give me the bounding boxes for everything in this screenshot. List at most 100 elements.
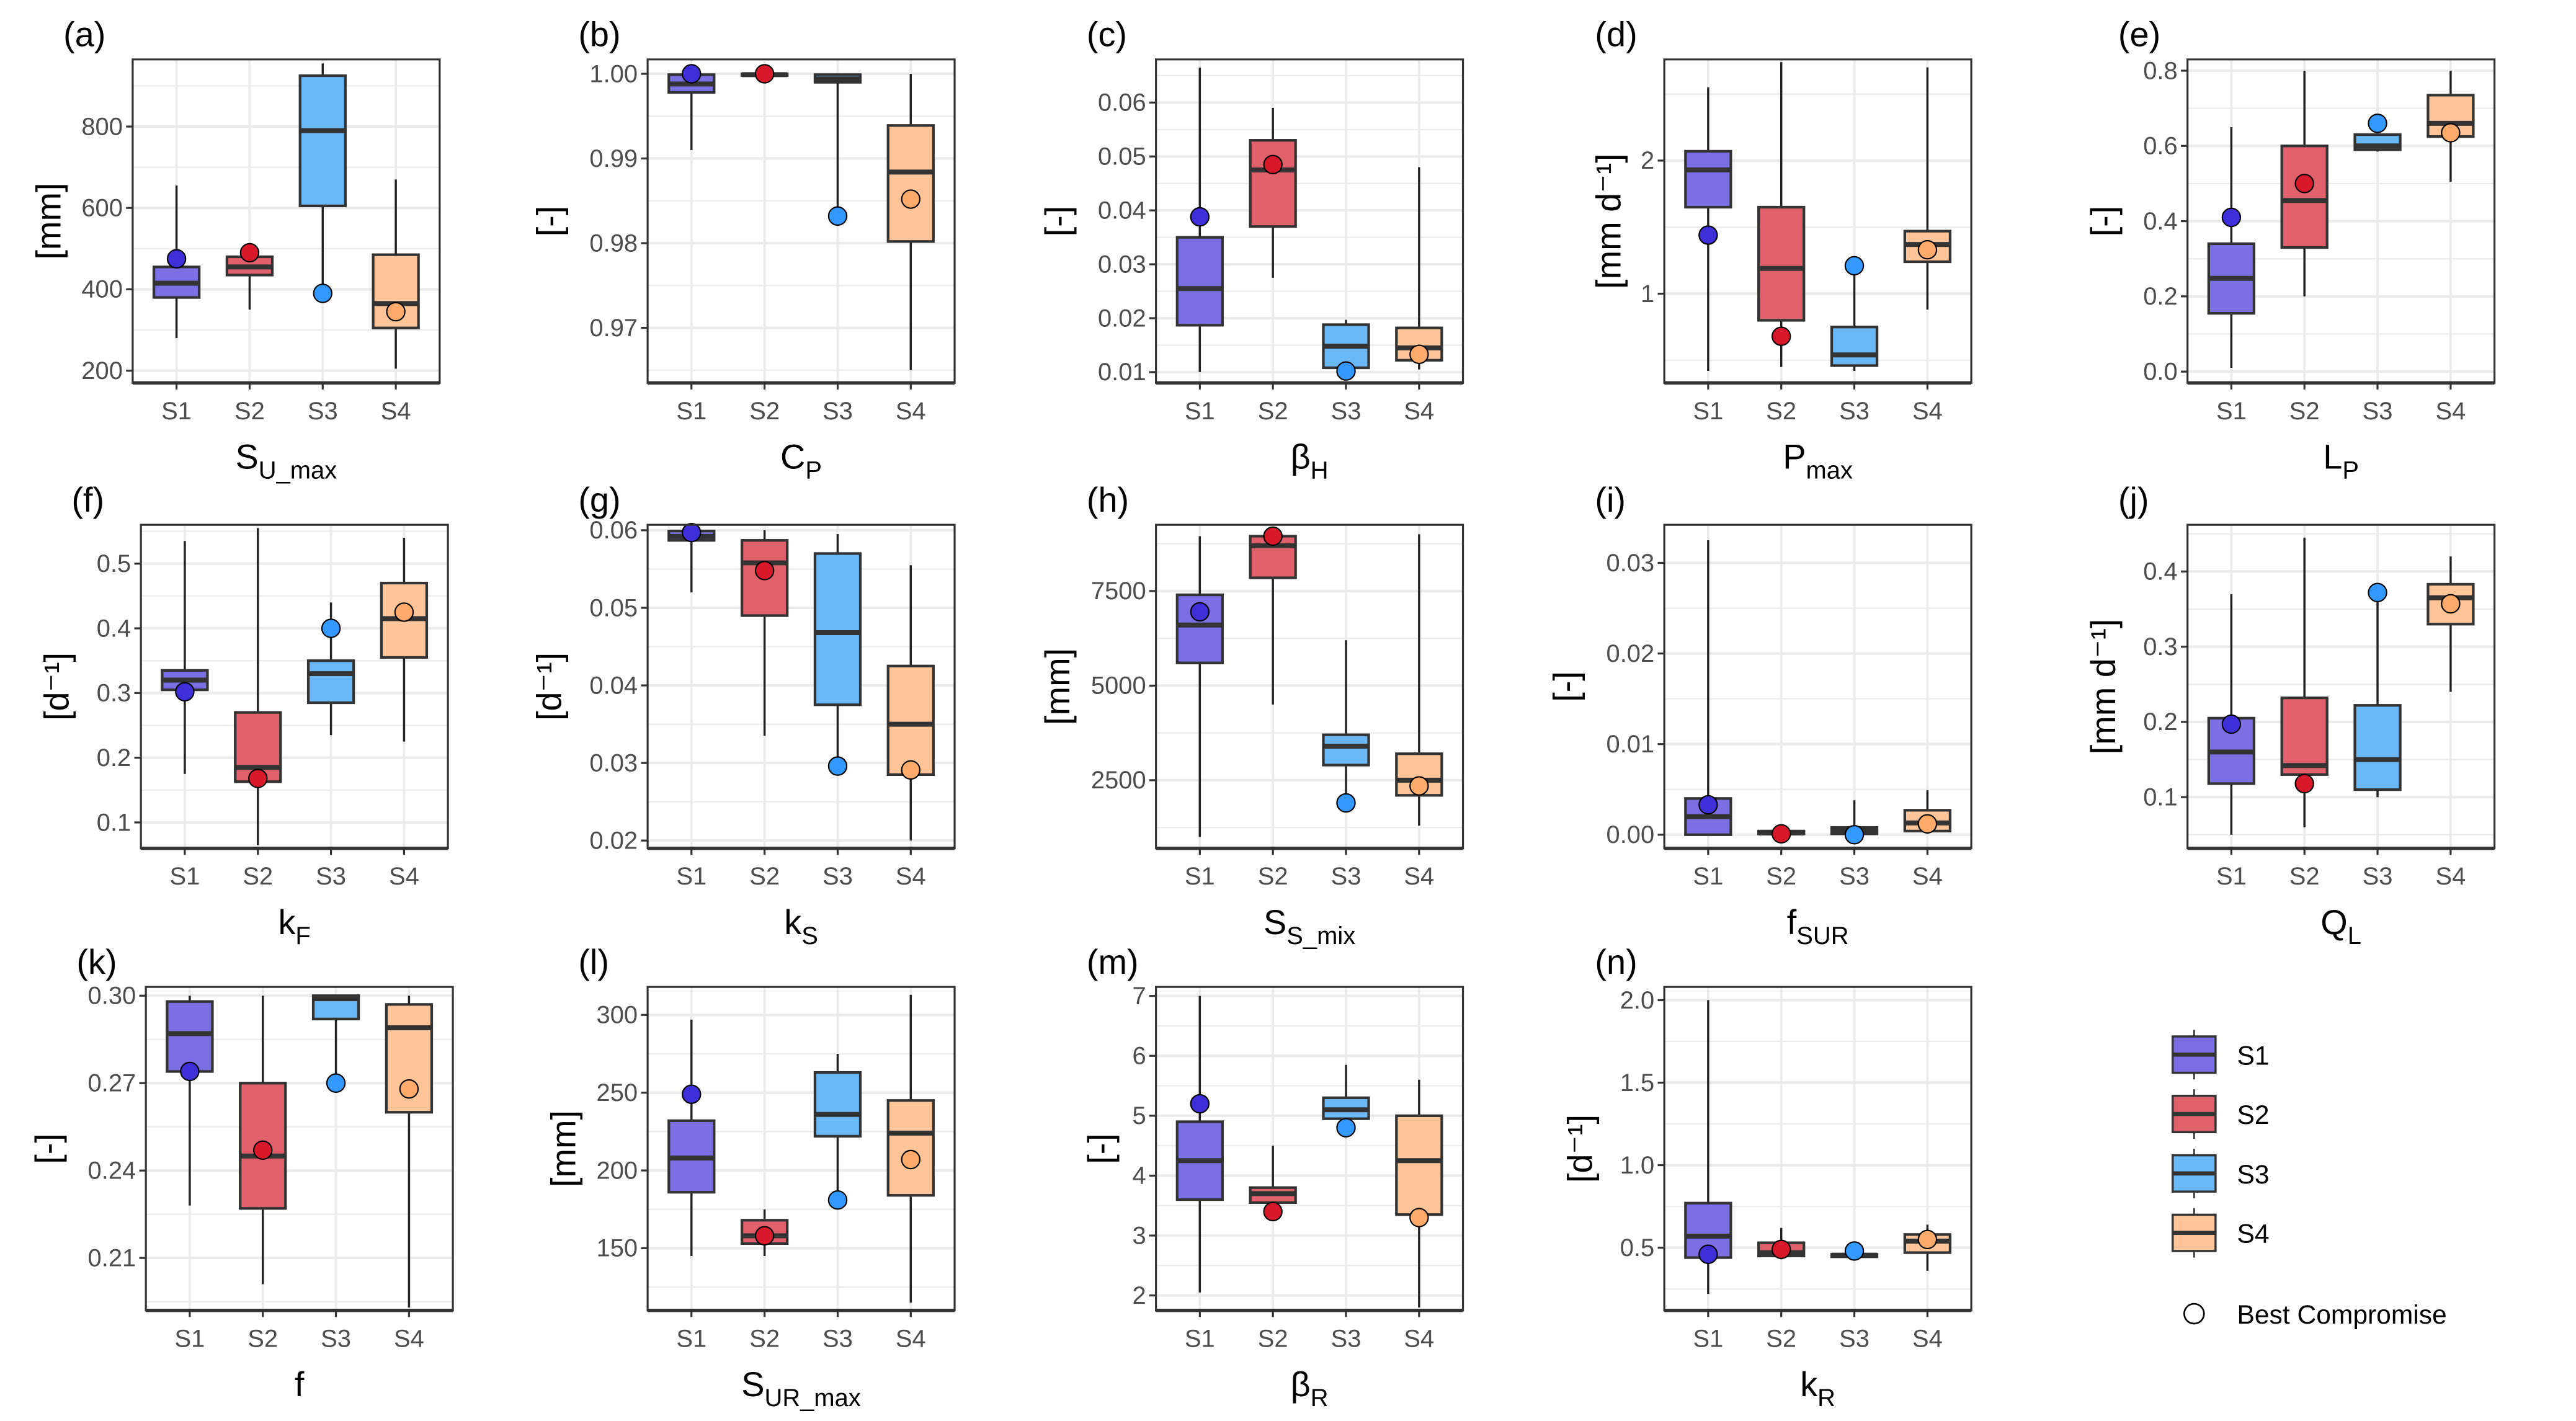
panel-label: (m) [1087,942,1139,981]
x-tick-label: S2 [749,398,780,425]
legend-point-icon [2183,1303,2205,1325]
box-S4 [886,994,935,1303]
y-axis-title: [mm d⁻¹] [2084,619,2123,755]
x-axis-title-main: P [1783,437,1806,476]
box-S2 [1249,1146,1297,1222]
x-tick-label: S3 [316,863,346,890]
y-axis-title: [mm] [544,1110,583,1187]
y-tick-label: 0.01 [1607,731,1655,758]
box-S2 [239,996,287,1285]
y-axis-title: [-] [530,206,569,237]
legend-point-label: Best Compromise [2237,1300,2446,1330]
box-S3 [1322,1064,1370,1138]
best-compromise-point [1190,1094,1210,1114]
x-tick-label: S2 [1258,1325,1288,1352]
best-compromise-point [1409,1208,1429,1227]
box-S4 [1395,167,1443,370]
x-axis-title: SU_max [236,437,337,484]
x-axis-title-main: S [236,437,259,476]
x-tick-label: S4 [1404,398,1434,425]
x-tick-label: S2 [247,1325,278,1352]
box-iqr [166,1000,214,1073]
x-tick-label: S2 [749,863,780,890]
x-tick-label: S3 [1331,863,1362,890]
panel-label: (i) [1595,480,1626,519]
y-tick-label: 0.06 [1098,89,1146,117]
x-tick-label: S2 [1766,398,1796,425]
y-tick-label: 0.4 [2143,558,2177,586]
x-tick-label: S2 [1766,1325,1796,1352]
y-axis-title: [mm d⁻¹] [1589,153,1628,289]
best-compromise-point [901,189,921,209]
x-tick-label: S3 [822,398,853,425]
y-tick-label: 0.27 [88,1070,136,1097]
y-tick-label: 0.2 [2143,708,2177,736]
y-tick-label: 5 [1132,1102,1146,1129]
y-axis-title: [-] [1038,206,1077,237]
y-tick-label: 0.04 [589,672,638,699]
x-tick-label: S4 [896,398,926,425]
panel-label: (k) [76,942,117,981]
y-axis-title: [-] [1081,1133,1120,1164]
x-tick-label: S3 [2363,863,2393,890]
box-S3 [311,994,360,1093]
box-iqr [1684,149,1732,209]
x-tick-label: S2 [2289,398,2320,425]
x-tick-label: S2 [1258,398,1288,425]
x-tick-label: S4 [1912,398,1943,425]
box-S3 [813,534,862,776]
y-tick-label: 3 [1132,1222,1146,1249]
legend-label: S3 [2237,1160,2269,1190]
panel-label: (n) [1595,942,1637,981]
box-S4 [380,538,429,742]
y-tick-label: 7500 [1091,577,1146,605]
y-tick-label: 0.02 [1098,305,1146,332]
x-tick-label: S1 [676,863,706,890]
y-tick-label: 2 [1132,1282,1146,1309]
x-axis-title-sub: S [801,922,818,950]
box-S2 [1757,62,1806,367]
legend-label: S4 [2237,1219,2269,1249]
best-compromise-point [180,1061,200,1082]
best-compromise-point [321,618,341,638]
panel-label: (d) [1595,15,1637,54]
x-axis-title-sub: H [1311,457,1329,484]
box-iqr [886,664,935,776]
x-axis-title-main: S [741,1365,764,1404]
best-compromise-point [239,243,260,263]
y-tick-label: 0.04 [1098,197,1146,224]
legend-label: S2 [2237,1100,2269,1130]
x-axis-title: LP [2323,437,2359,484]
y-tick-label: 7 [1132,982,1146,1010]
box-S2 [2280,537,2329,827]
x-axis-title: f [295,1365,305,1404]
box-S4 [385,996,434,1308]
x-tick-label: S1 [1185,863,1215,890]
x-axis-title-sub: P [805,457,822,484]
best-compromise-point [901,760,921,780]
box-S3 [1322,319,1370,381]
best-compromise-point [1409,776,1429,796]
y-tick-label: 0.03 [589,749,638,777]
box-S4 [886,565,935,841]
y-axis-title: [-] [1546,671,1585,702]
best-compromise-point [1917,239,1938,260]
y-tick-label: 0.30 [88,982,136,1010]
best-compromise-point [754,561,775,581]
x-axis-title: βR [1291,1365,1329,1412]
y-tick-label: 0.03 [1607,550,1655,577]
best-compromise-point [1336,361,1356,381]
box-iqr [2280,696,2329,776]
y-tick-label: 0.3 [97,680,131,707]
x-axis-title-sub: S_mix [1286,922,1355,950]
x-axis-title-main: f [1787,902,1797,942]
y-tick-label: 0.1 [2143,784,2177,811]
x-tick-label: S3 [822,863,853,890]
box-S2 [1757,824,1806,844]
box-S3 [1322,640,1370,813]
box-S1 [2207,127,2256,368]
x-tick-label: S2 [243,863,273,890]
box-iqr [813,1071,862,1138]
x-axis-title-main: Q [2320,902,2347,942]
x-tick-label: S3 [1839,863,1870,890]
